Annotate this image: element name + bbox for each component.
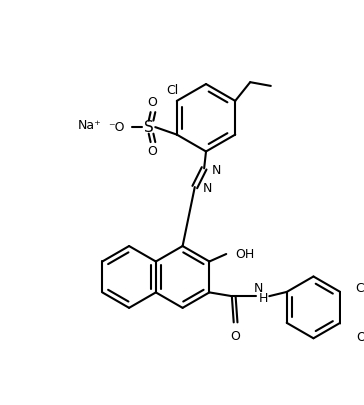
Text: Cl: Cl — [166, 84, 178, 97]
Text: ⁻O: ⁻O — [108, 121, 124, 134]
Text: S: S — [144, 119, 154, 134]
Text: O: O — [231, 330, 241, 343]
Text: H: H — [259, 292, 268, 305]
Text: N: N — [253, 282, 263, 295]
Text: O: O — [147, 96, 157, 109]
Text: N: N — [202, 182, 211, 196]
Text: O: O — [356, 331, 364, 344]
Text: Na⁺: Na⁺ — [78, 119, 102, 132]
Text: OH: OH — [236, 247, 255, 260]
Text: N: N — [211, 164, 221, 177]
Text: Cl: Cl — [355, 282, 364, 295]
Text: O: O — [147, 145, 157, 158]
